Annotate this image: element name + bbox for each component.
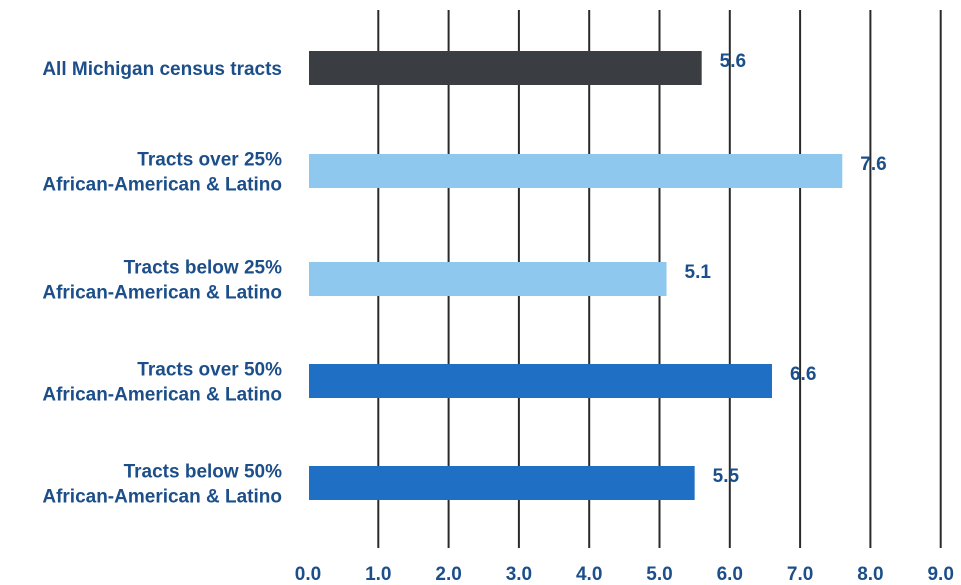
bar-layer — [309, 51, 843, 500]
x-tick-label-1: 1.0 — [365, 564, 391, 585]
category-label-0-line-0: All Michigan census tracts — [42, 59, 282, 80]
bar-3 — [309, 364, 772, 398]
category-label-3-line-1: African-American & Latino — [42, 385, 282, 406]
x-tick-label-8: 8.0 — [857, 564, 883, 585]
category-label-2-line-0: Tracts below 25% — [124, 258, 283, 279]
bar-0 — [309, 51, 702, 85]
x-tick-label-2: 2.0 — [435, 564, 461, 585]
bar-4 — [309, 466, 695, 500]
x-tick-label-7: 7.0 — [787, 564, 813, 585]
value-label-2: 5.1 — [685, 262, 712, 283]
value-label-layer: 5.6 7.6 5.1 6.6 5.5 — [685, 51, 887, 487]
x-tick-label-layer: 0.0 1.0 2.0 3.0 4.0 5.0 6.0 7.0 8.0 9.0 — [295, 564, 954, 585]
category-label-4-line-0: Tracts below 50% — [124, 462, 283, 483]
category-label-2-line-1: African-American & Latino — [42, 283, 282, 304]
x-tick-label-9: 9.0 — [927, 564, 953, 585]
x-tick-label-5: 5.0 — [646, 564, 672, 585]
category-label-3-line-0: Tracts over 50% — [137, 360, 282, 381]
value-label-4: 5.5 — [713, 466, 740, 487]
category-label-1-line-1: African-American & Latino — [42, 175, 282, 196]
bar-1 — [309, 154, 843, 188]
value-label-0: 5.6 — [720, 51, 746, 72]
category-label-layer: All Michigan census tracts Tracts over 25… — [42, 59, 282, 508]
category-label-4-line-1: African-American & Latino — [42, 487, 282, 508]
value-label-3: 6.6 — [790, 364, 816, 385]
category-label-1-line-0: Tracts over 25% — [137, 150, 282, 171]
x-tick-label-0: 0.0 — [295, 564, 321, 585]
x-tick-label-6: 6.0 — [717, 564, 743, 585]
value-label-1: 7.6 — [860, 154, 886, 175]
x-tick-label-4: 4.0 — [576, 564, 602, 585]
x-tick-label-3: 3.0 — [506, 564, 532, 585]
bar-2 — [309, 262, 667, 296]
